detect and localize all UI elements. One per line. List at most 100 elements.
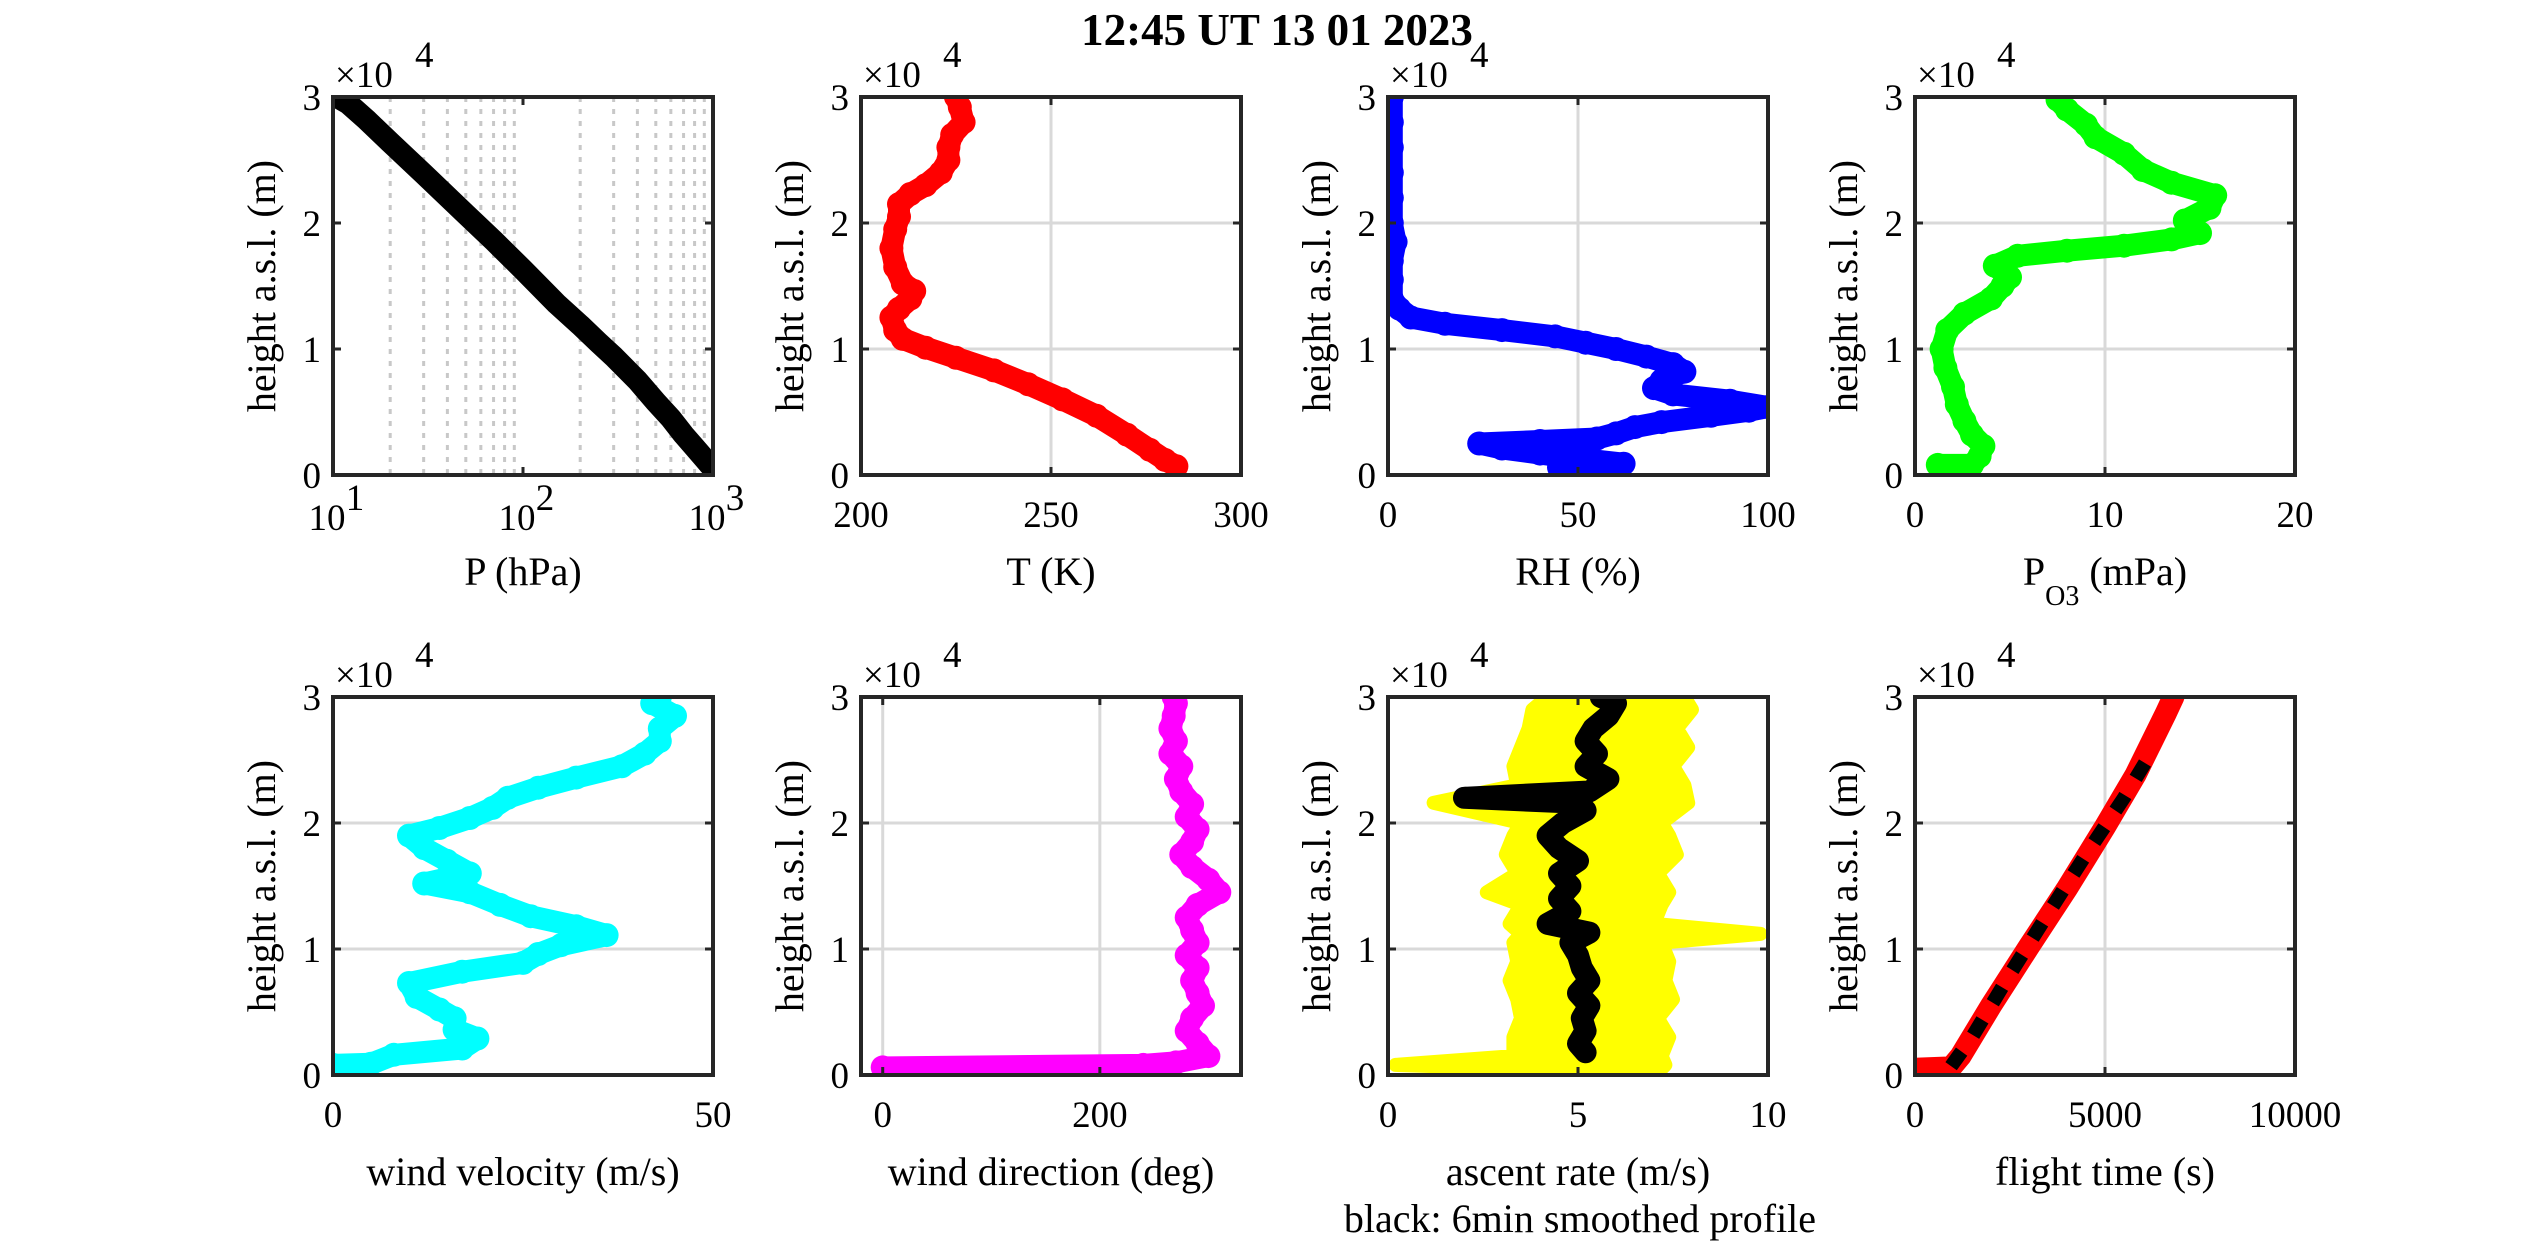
wind-direction-y-tick-label: 3 <box>831 678 850 719</box>
temperature-point <box>1050 387 1075 412</box>
wind-velocity-point <box>427 816 452 840</box>
panel-humidity: 0 50 100 0 1 2 3 ×10 4 RH (%) height a.s.l. (m) <box>1294 35 1796 594</box>
ozone-point <box>1925 452 1950 475</box>
wind-velocity-point <box>381 1042 406 1067</box>
temperature-y-tick-label: 2 <box>831 204 850 245</box>
temperature-x-label: T (K) <box>1006 549 1095 594</box>
wind-velocity-point <box>488 892 513 917</box>
wind-velocity-point <box>457 806 482 830</box>
humidity-x-tick-label: 0 <box>1379 495 1398 536</box>
flight-time-y-tick-label: 3 <box>1885 678 1904 719</box>
humidity-point <box>1611 451 1636 475</box>
ozone-x-tick-label: 10 <box>2087 495 2124 536</box>
wind-direction-y-multiplier: ×10 <box>863 655 921 696</box>
pressure-x-tick-label: 10 <box>689 498 726 539</box>
wind-velocity-point <box>457 861 482 886</box>
ozone-point <box>2045 97 2070 112</box>
ozone-data <box>1925 97 2228 475</box>
humidity-point <box>1388 135 1404 160</box>
flight-time-x-tick-label: 5000 <box>2068 1095 2142 1136</box>
humidity-point <box>1547 455 1571 475</box>
humidity-point <box>1388 110 1404 135</box>
pressure-x-tick-exponent: 3 <box>726 478 745 519</box>
pressure-x-tick-label: 10 <box>309 498 346 539</box>
humidity-point <box>1649 410 1674 435</box>
temperature-point <box>879 236 904 261</box>
humidity-point <box>1623 415 1647 440</box>
wind-velocity-point <box>495 785 520 810</box>
ozone-x-label-subscript: O3 <box>2045 581 2079 612</box>
temperature-point <box>1115 422 1139 447</box>
humidity-point <box>1388 160 1404 185</box>
humidity-point <box>1756 395 1768 419</box>
humidity-y-multiplier: ×10 <box>1390 55 1448 96</box>
pressure-y-tick-label: 0 <box>303 456 322 497</box>
humidity-point <box>1604 337 1628 361</box>
ozone-y-tick-label: 1 <box>1885 330 1904 371</box>
temperature-x-tick-label: 300 <box>1213 495 1269 536</box>
ozone-point <box>1982 253 2007 278</box>
ozone-grid <box>1915 97 2295 475</box>
panel-flight-time: 0 5000 10000 0 1 2 3 ×10 4 flight time (s) height … <box>1821 635 2341 1194</box>
ascent-rate-x-tick-label: 10 <box>1750 1095 1787 1136</box>
ozone-point <box>2074 112 2098 137</box>
ascent-rate-y-tick-label: 0 <box>1358 1056 1377 1097</box>
wind-velocity-point <box>412 871 437 896</box>
temperature-point <box>944 97 968 109</box>
ascent-rate-series-1-line <box>1453 697 1627 1064</box>
wind-velocity-point <box>564 765 589 790</box>
pressure-y-tick-label: 2 <box>303 204 322 245</box>
pressure-data <box>333 97 713 475</box>
humidity-y-tick-label: 3 <box>1358 78 1377 119</box>
humidity-point <box>1388 267 1404 292</box>
wind-direction-point <box>1161 697 1186 709</box>
humidity-point <box>1388 185 1404 210</box>
temperature-point <box>883 255 908 280</box>
ascent-rate-y-tick-label: 2 <box>1358 804 1377 845</box>
wind-direction-y-tick-label: 0 <box>831 1056 850 1097</box>
wind-velocity-grid <box>333 821 713 951</box>
pressure-series-0-line <box>333 97 713 475</box>
ozone-x-label: PO3 (mPa) <box>2023 549 2187 612</box>
humidity-y-tick-label: 1 <box>1358 330 1377 371</box>
ascent-rate-x-label: ascent rate (m/s) <box>1446 1149 1710 1194</box>
temperature-point <box>1016 372 1041 397</box>
ozone-point <box>2112 233 2136 258</box>
ozone-point <box>1933 355 1958 380</box>
wind-velocity-y-tick-label: 1 <box>303 930 322 971</box>
humidity-point <box>1528 429 1552 453</box>
wind-velocity-x-tick-label: 0 <box>324 1095 343 1136</box>
panel-wind-direction: 0 200 0 1 2 3 ×10 4 wind direction (deg) height a… <box>767 635 1243 1194</box>
panel-temperature: 200 250 300 0 1 2 3 ×10 4 T (K) height a.s.l. (m) <box>767 35 1269 594</box>
ozone-x-tick-label: 20 <box>2277 495 2314 536</box>
wind-velocity-y-label: height a.s.l. (m) <box>239 760 284 1012</box>
temperature-y-tick-label: 0 <box>831 456 850 497</box>
wind-direction-point <box>1185 892 1210 917</box>
temperature-x-tick-label: 200 <box>833 495 889 536</box>
humidity-y-tick-label: 2 <box>1358 204 1377 245</box>
wind-velocity-point <box>518 904 543 929</box>
ascent-rate-data <box>1388 697 1768 1075</box>
humidity-x-tick-label: 50 <box>1560 495 1597 536</box>
panel-ozone: 0 10 20 0 1 2 3 ×10 4 PO3 (mPa) height a.s.l. (m) <box>1821 35 2314 612</box>
ozone-series-0-trace <box>1926 97 2227 475</box>
wind-velocity-point <box>427 997 452 1022</box>
humidity-point <box>1585 454 1609 475</box>
humidity-point <box>1388 248 1404 273</box>
ozone-y-label: height a.s.l. (m) <box>1821 160 1866 412</box>
humidity-y-multiplier-exponent: 4 <box>1470 35 1489 76</box>
pressure-x-label: P (hPa) <box>464 549 581 594</box>
wind-velocity-x-tick-label: 50 <box>695 1095 732 1136</box>
ozone-point <box>1952 301 1977 326</box>
humidity-x-label: RH (%) <box>1515 549 1641 594</box>
humidity-point <box>1585 426 1609 451</box>
flight-time-x-tick-label: 10000 <box>2249 1095 2342 1136</box>
ozone-point <box>2203 183 2228 208</box>
humidity-x-tick-label: 100 <box>1740 495 1796 536</box>
wind-direction-point <box>1131 1052 1156 1075</box>
wind-velocity-point <box>663 703 687 728</box>
temperature-point <box>1137 437 1162 462</box>
pressure-x-tick-label: 10 <box>499 498 536 539</box>
